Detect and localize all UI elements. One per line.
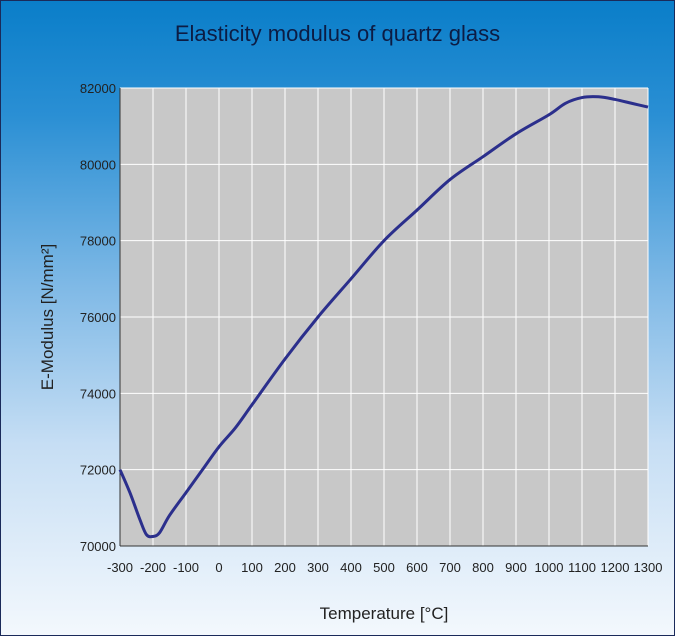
y-tick-label: 78000 xyxy=(80,234,116,249)
x-tick-label: 700 xyxy=(439,560,461,575)
x-tick-label: -100 xyxy=(173,560,199,575)
x-axis-label: Temperature [°C] xyxy=(320,604,449,623)
y-tick-label: 80000 xyxy=(80,157,116,172)
x-tick-label: 600 xyxy=(406,560,428,575)
x-tick-label: 800 xyxy=(472,560,494,575)
tick-labels: -300 -200 -100 0 100 200 300 400 500 600 700 800 900… xyxy=(80,81,663,575)
x-tick-label: -200 xyxy=(140,560,166,575)
y-tick-label: 72000 xyxy=(80,463,116,478)
x-tick-label: 0 xyxy=(215,560,222,575)
x-tick-label: 100 xyxy=(241,560,263,575)
y-tick-label: 82000 xyxy=(80,81,116,96)
x-tick-label: 400 xyxy=(340,560,362,575)
x-tick-label: 1000 xyxy=(535,560,564,575)
y-tick-label: 70000 xyxy=(80,539,116,554)
chart-title: Elasticity modulus of quartz glass xyxy=(174,21,501,46)
x-tick-label: -300 xyxy=(107,560,133,575)
x-tick-label: 500 xyxy=(373,560,395,575)
x-tick-label: 1300 xyxy=(634,560,663,575)
x-tick-label: 1200 xyxy=(601,560,630,575)
y-tick-label: 76000 xyxy=(80,310,116,325)
x-tick-label: 1100 xyxy=(568,560,596,575)
x-tick-label: 200 xyxy=(274,560,296,575)
series-line xyxy=(118,95,649,539)
y-axis-label: E-Modulus [N/mm²] xyxy=(38,244,57,390)
y-tick-label: 74000 xyxy=(80,386,116,401)
x-tick-label: 300 xyxy=(307,560,329,575)
x-tick-label: 900 xyxy=(505,560,527,575)
